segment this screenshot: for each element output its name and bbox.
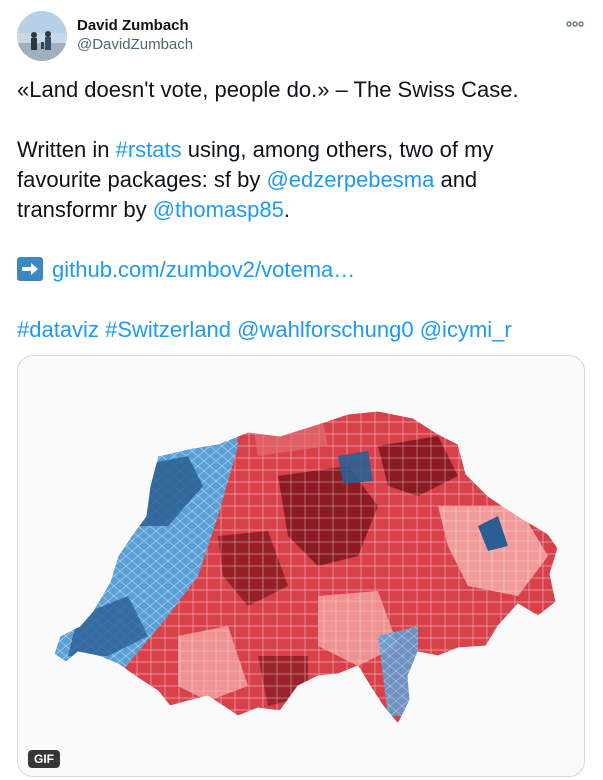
author-handle[interactable]: @DavidZumbach xyxy=(77,36,194,53)
tweet-line: favourite packages: sf by @edzerpebesma … xyxy=(17,165,587,195)
avatar-photo xyxy=(17,11,67,61)
mention-wahlforschung0-link[interactable]: @wahlforschung0 xyxy=(237,317,414,342)
text-segment: Written in xyxy=(17,137,116,162)
right-arrow-icon-glyph xyxy=(22,263,38,275)
mention-edzerpebesma-link[interactable]: @edzerpebesma xyxy=(266,167,435,192)
avatar[interactable] xyxy=(17,11,67,61)
gif-badge: GIF xyxy=(28,750,60,768)
media-gif[interactable]: GIF xyxy=(17,355,585,777)
github-link[interactable]: github.com/zumbov2/votema… xyxy=(52,257,356,282)
more-button[interactable] xyxy=(560,14,590,34)
mention-thomasp85-link[interactable]: @thomasp85 xyxy=(152,197,284,222)
tweet-line-link: github.com/zumbov2/votema… xyxy=(17,255,587,285)
text-segment: and xyxy=(434,167,478,192)
hashtag-rstats-link[interactable]: #rstats xyxy=(115,137,182,162)
text-segment: transformr by xyxy=(17,197,153,222)
tweet-line: Written in #rstats using, among others, … xyxy=(17,135,587,165)
tweet-line-title: «Land doesn't vote, people do.» – The Sw… xyxy=(17,77,519,102)
text-segment: favourite packages: sf by xyxy=(17,167,267,192)
tweet-line: transformr by @thomasp85. xyxy=(17,195,587,225)
tweet-header: David Zumbach @DavidZumbach xyxy=(77,16,193,54)
mention-icymi-r-link[interactable]: @icymi_r xyxy=(419,317,512,342)
switzerland-map xyxy=(18,356,584,776)
tweet-text: «Land doesn't vote, people do.» – The Sw… xyxy=(17,75,587,345)
hashtag-switzerland-link[interactable]: #Switzerland xyxy=(105,317,232,342)
right-arrow-icon xyxy=(17,257,43,281)
tweet-line-tags: #dataviz #Switzerland @wahlforschung0 @i… xyxy=(17,315,587,345)
author-display-name[interactable]: David Zumbach xyxy=(77,17,189,34)
hashtag-dataviz-link[interactable]: #dataviz xyxy=(17,317,99,342)
text-segment: . xyxy=(283,197,291,222)
text-segment: using, among others, two of my xyxy=(181,137,494,162)
more-dots-icon xyxy=(566,21,584,27)
